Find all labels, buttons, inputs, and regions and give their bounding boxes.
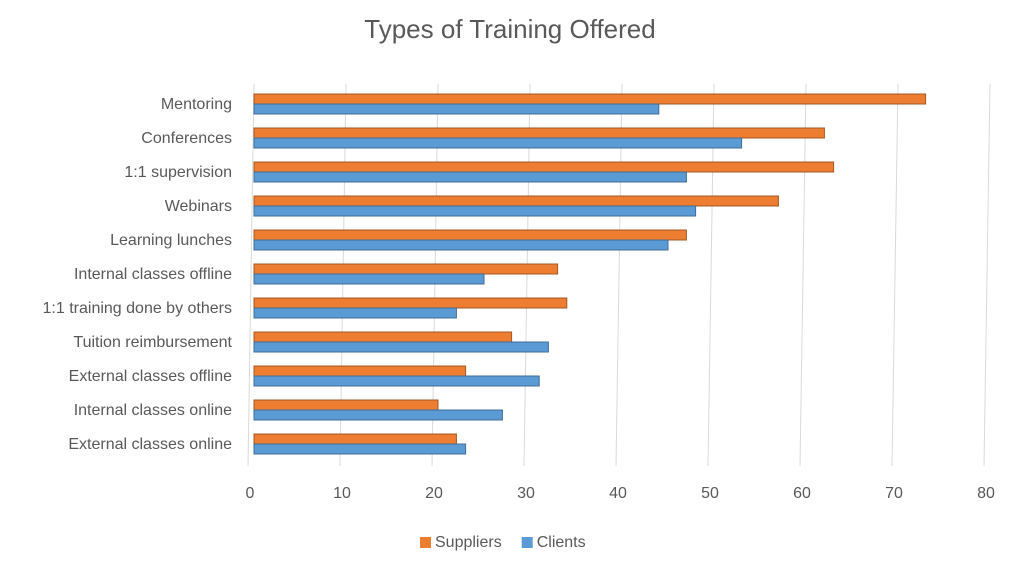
bar	[253, 443, 467, 455]
y-tick-label: Tuition reimbursement	[73, 334, 232, 351]
x-tick-label: 30	[517, 485, 535, 502]
bar	[253, 341, 549, 353]
y-tick-label: Internal classes offline	[74, 266, 232, 283]
y-tick-label: 1:1 supervision	[124, 164, 232, 181]
bar	[253, 171, 687, 183]
bar	[253, 365, 467, 377]
x-tick-label: 50	[701, 485, 719, 502]
bar	[253, 161, 835, 173]
grid-line	[891, 83, 899, 467]
y-tick-label: Conferences	[141, 130, 232, 147]
legend-swatch	[420, 537, 431, 548]
bar	[253, 127, 825, 139]
bar	[253, 273, 485, 285]
x-tick-label: 70	[885, 485, 903, 502]
legend-label: Clients	[537, 534, 586, 551]
y-tick-label: Learning lunches	[110, 232, 232, 249]
x-tick-label: 0	[246, 485, 255, 502]
legend-swatch	[521, 537, 533, 548]
bar	[253, 229, 687, 241]
y-tick-label: External classes online	[68, 436, 232, 453]
bar	[253, 239, 669, 251]
bar	[253, 409, 503, 421]
legend-label: Suppliers	[435, 534, 502, 551]
bar	[253, 297, 568, 309]
bar	[253, 331, 513, 343]
x-tick-label: 80	[977, 485, 995, 502]
x-tick-label: 20	[425, 485, 443, 502]
x-tick-label: 40	[609, 485, 627, 502]
bar	[253, 205, 697, 217]
bar	[253, 137, 743, 149]
bar	[253, 433, 457, 445]
bar	[253, 195, 779, 207]
y-tick-label: Internal classes online	[74, 402, 232, 419]
y-tick-label: External classes offline	[69, 368, 232, 385]
x-tick-label: 10	[333, 485, 351, 502]
bar	[253, 93, 927, 105]
x-tick-label: 60	[793, 485, 811, 502]
bar	[253, 263, 559, 275]
bar	[253, 103, 660, 115]
bar	[253, 307, 457, 319]
grid-line	[983, 83, 991, 467]
y-tick-label: 1:1 training done by others	[43, 300, 232, 317]
bar	[253, 375, 540, 387]
grid-line	[247, 83, 255, 467]
bar	[253, 399, 439, 411]
y-tick-label: Webinars	[165, 198, 232, 215]
chart-title: Types of Training Offered	[364, 14, 655, 44]
grid-line	[799, 83, 807, 467]
y-tick-label: Mentoring	[161, 96, 232, 113]
